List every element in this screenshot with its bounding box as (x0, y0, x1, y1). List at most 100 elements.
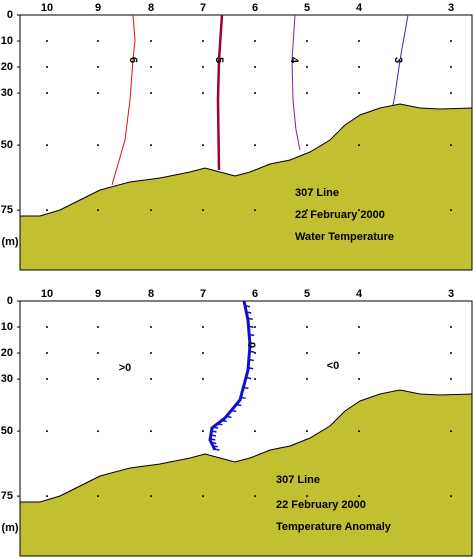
contour-label: 5 (213, 57, 225, 63)
sample-dot (254, 66, 256, 69)
sample-dot (358, 352, 360, 355)
sample-dot (97, 92, 99, 95)
hatch (214, 448, 220, 451)
sample-dot (450, 326, 452, 329)
hatch (249, 350, 255, 353)
sample-dot (254, 92, 256, 95)
contour-label: 3 (392, 57, 404, 63)
sample-dot (46, 495, 48, 498)
sample-dot (254, 352, 256, 355)
sample-dot (450, 430, 452, 433)
panel-title: 307 Line (295, 187, 339, 199)
y-axis-label: (m) (1, 236, 18, 248)
sample-dot (202, 495, 204, 498)
sample-dot (306, 378, 308, 381)
sample-dot (150, 92, 152, 95)
sample-dot (358, 40, 360, 43)
hatch (248, 367, 254, 370)
sample-dot (97, 378, 99, 381)
sample-dot (306, 326, 308, 329)
y-tick-label: 0 (7, 295, 13, 307)
sample-dot (254, 209, 256, 212)
sample-dot (202, 352, 204, 355)
sample-dot (306, 430, 308, 433)
sample-dot (150, 209, 152, 212)
station-label: 10 (41, 2, 53, 14)
sample-dot (450, 92, 452, 95)
sample-dot (46, 40, 48, 43)
station-label: 8 (148, 2, 154, 14)
panel-title: Water Temperature (295, 231, 394, 243)
station-label: 3 (448, 288, 454, 300)
y-axis-label: (m) (1, 522, 18, 534)
panel-title: Temperature Anomaly (276, 521, 392, 533)
sample-dot (450, 209, 452, 212)
station-label: 9 (95, 2, 101, 14)
y-tick-label: 30 (1, 87, 13, 99)
sample-dot (46, 352, 48, 355)
y-tick-label: 30 (1, 373, 13, 385)
contour-label: 4 (288, 57, 300, 64)
hatch (213, 426, 219, 429)
sample-dot (450, 352, 452, 355)
sample-dot (202, 144, 204, 147)
sample-dot (202, 378, 204, 381)
contour-label: 6 (127, 57, 139, 63)
sample-dot (306, 144, 308, 147)
sample-dot (358, 378, 360, 381)
sample-dot (358, 495, 360, 498)
y-tick-label: 50 (1, 139, 13, 151)
station-label: 5 (304, 288, 310, 300)
annotation: >0 (119, 362, 132, 374)
sample-dot (202, 326, 204, 329)
sample-dot (202, 430, 204, 433)
sample-dot (254, 430, 256, 433)
sample-dot (97, 144, 99, 147)
hatch (221, 419, 227, 423)
sample-dot (150, 352, 152, 355)
sample-dot (97, 430, 99, 433)
sample-dot (306, 92, 308, 95)
station-label: 6 (252, 2, 258, 14)
hatch (226, 415, 232, 419)
sample-dot (46, 92, 48, 95)
station-label: 7 (200, 2, 206, 14)
contour-line (392, 14, 409, 106)
station-label: 4 (356, 2, 363, 14)
sample-dot (150, 326, 152, 329)
contour-line (291, 14, 301, 151)
hatch (245, 376, 252, 380)
sample-dot (450, 144, 452, 147)
sample-dot (97, 495, 99, 498)
annotation: <0 (327, 360, 340, 372)
sample-dot (97, 352, 99, 355)
hatch (231, 409, 237, 413)
sample-dot (46, 326, 48, 329)
sample-dot (46, 209, 48, 212)
y-tick-label: 75 (1, 204, 13, 216)
sample-dot (450, 495, 452, 498)
sample-dot (254, 40, 256, 43)
sample-dot (97, 66, 99, 69)
panel-title: 22 February 2000 (276, 499, 366, 511)
hatch (240, 396, 246, 400)
hatch (248, 358, 254, 362)
panel-title: 22 February 2000 (295, 209, 385, 221)
hatch (212, 445, 219, 448)
contour-line (111, 14, 136, 186)
hatch (211, 430, 217, 433)
sample-dot (450, 40, 452, 43)
contour-line (216, 14, 224, 171)
sample-dot (358, 209, 360, 212)
hatch (210, 438, 216, 441)
sample-dot (46, 144, 48, 147)
sample-dot (254, 326, 256, 329)
sample-dot (254, 495, 256, 498)
sample-dot (202, 92, 204, 95)
sample-dot (358, 66, 360, 69)
sample-dot (46, 430, 48, 433)
hatch (244, 305, 251, 308)
station-label: 9 (95, 288, 101, 300)
